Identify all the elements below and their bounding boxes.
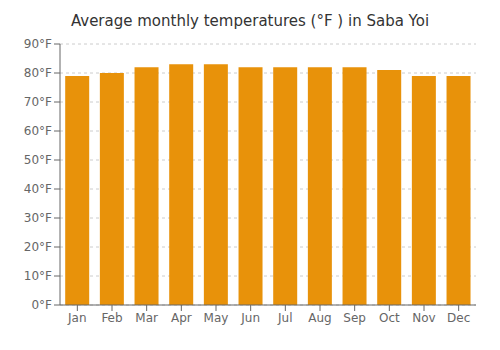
html-text:Average monthly temperatures (: Average monthly temperatures (°F ) in Sa… <box>70 12 430 30</box>
svg-text:40°F: 40°F <box>24 182 52 196</box>
svg-text:20°F: 20°F <box>24 240 52 254</box>
svg-text:Jan: Jan <box>67 311 87 325</box>
svg-text:90°F: 90°F <box>24 37 52 51</box>
svg-text:Mar: Mar <box>135 311 158 325</box>
svg-text:Oct: Oct <box>379 311 400 325</box>
svg-text:10°F: 10°F <box>24 269 52 283</box>
svg-text:May: May <box>204 311 229 325</box>
svg-text:Sep: Sep <box>343 311 366 325</box>
svg-text:80°F: 80°F <box>24 66 52 80</box>
svg-text:Dec: Dec <box>447 311 470 325</box>
svg-text:Apr: Apr <box>171 311 192 325</box>
svg-text:Feb: Feb <box>101 311 122 325</box>
svg-text:50°F: 50°F <box>24 153 52 167</box>
svg-text:30°F: 30°F <box>24 211 52 225</box>
svg-text:Aug: Aug <box>308 311 331 325</box>
svg-text:Jun: Jun <box>240 311 260 325</box>
svg-text:60°F: 60°F <box>24 124 52 138</box>
svg-text:Nov: Nov <box>412 311 435 325</box>
svg-text:70°F: 70°F <box>24 95 52 109</box>
svg-text:Jul: Jul <box>277 311 292 325</box>
svg-text:0°F: 0°F <box>31 298 52 312</box>
